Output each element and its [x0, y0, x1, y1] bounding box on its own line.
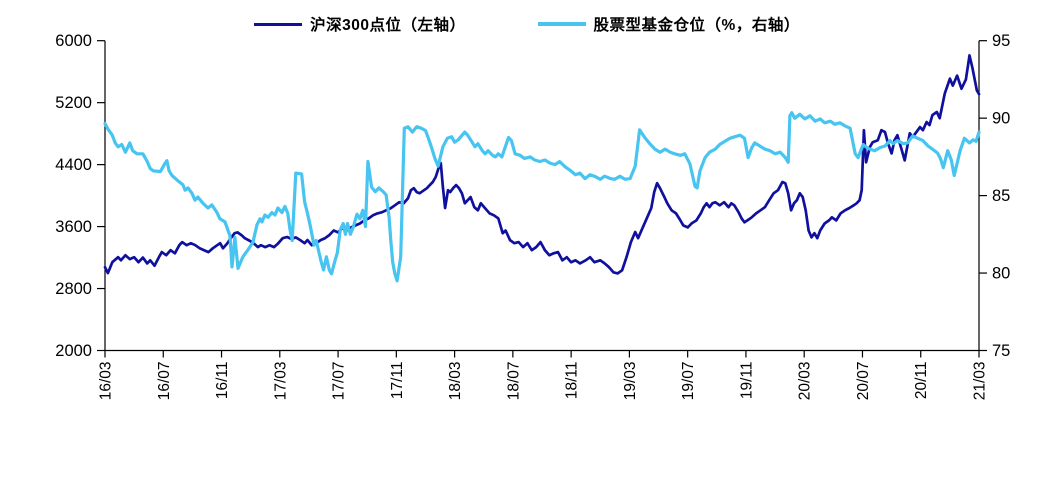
x-tick-label: 16/07: [156, 362, 173, 401]
legend-item-fund-position: 股票型基金仓位（%，右轴）: [537, 13, 800, 35]
y-left-tick-label: 4400: [55, 156, 92, 174]
legend-label-csi300: 沪深300点位（左轴）: [310, 17, 466, 34]
x-tick-label: 18/07: [505, 362, 522, 401]
legend-item-csi300: 沪深300点位（左轴）: [254, 13, 465, 35]
y-right-tick-label: 75: [992, 342, 1010, 360]
y-right-tick-label: 80: [992, 265, 1010, 283]
legend-line-swatch-fund-position: [537, 22, 586, 26]
y-left-tick-label: 2800: [55, 280, 92, 298]
chart-legend: 沪深300点位（左轴） 股票型基金仓位（%，右轴）: [0, 13, 1054, 35]
x-tick-label: 17/03: [272, 362, 289, 401]
x-tick-label: 16/03: [98, 362, 115, 401]
y-right-tick-label: 85: [992, 187, 1010, 205]
x-tick-label: 18/11: [564, 362, 581, 400]
y-left-tick-label: 2000: [55, 342, 92, 360]
y-left-tick-label: 3600: [55, 218, 92, 236]
y-left-tick-label: 6000: [55, 32, 92, 50]
legend-line-swatch-csi300: [254, 22, 303, 26]
x-tick-label: 19/11: [738, 362, 755, 400]
x-tick-label: 20/03: [797, 362, 814, 401]
x-tick-label: 16/11: [214, 362, 231, 400]
x-tick-label: 17/07: [331, 362, 348, 401]
legend-label-fund-position: 股票型基金仓位（%，右轴）: [593, 17, 800, 34]
x-tick-label: 19/03: [622, 362, 639, 401]
x-tick-label: 20/11: [913, 362, 930, 400]
series-line-fund-position: [103, 111, 981, 283]
axis-frame: [104, 40, 980, 352]
y-right-tick-label: 90: [992, 110, 1010, 128]
x-tick-label: 17/11: [389, 362, 406, 400]
x-tick-label: 18/03: [447, 362, 464, 401]
x-tick-label: 19/07: [680, 362, 697, 401]
x-tick-label: 20/07: [855, 362, 872, 401]
y-left-tick-label: 5200: [55, 94, 92, 112]
series-line-csi300: [103, 54, 981, 275]
x-tick-label: 21/03: [972, 362, 989, 401]
y-right-tick-label: 95: [992, 32, 1010, 50]
